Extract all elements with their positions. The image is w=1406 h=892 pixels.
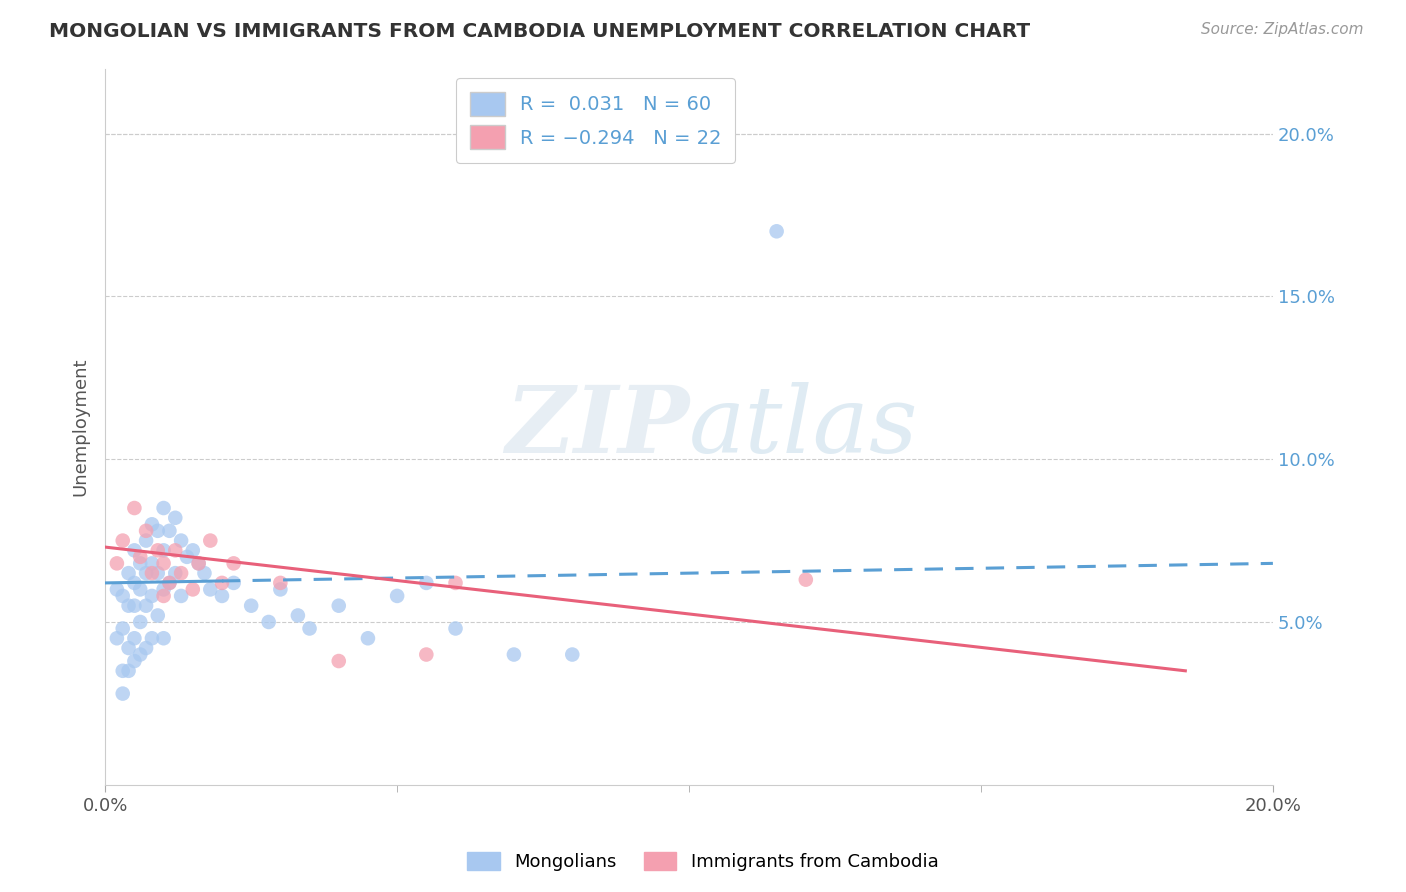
Legend: R =  0.031   N = 60, R = −0.294   N = 22: R = 0.031 N = 60, R = −0.294 N = 22 [456, 78, 735, 162]
Point [111, 622, 134, 636]
Point [415, 648, 437, 662]
Text: ZIP: ZIP [505, 382, 689, 472]
Point [187, 557, 209, 571]
Point [146, 524, 169, 538]
Point [105, 582, 128, 597]
Point [129, 648, 152, 662]
Point [129, 582, 152, 597]
Point [222, 557, 245, 571]
Point [181, 582, 204, 597]
Point [146, 566, 169, 581]
Text: MONGOLIAN VS IMMIGRANTS FROM CAMBODIA UNEMPLOYMENT CORRELATION CHART: MONGOLIAN VS IMMIGRANTS FROM CAMBODIA UN… [49, 22, 1031, 41]
Point [117, 566, 139, 581]
Point [129, 557, 152, 571]
Point [257, 615, 280, 629]
Point [159, 575, 181, 590]
Point [141, 557, 163, 571]
Point [135, 599, 157, 613]
Point [124, 575, 146, 590]
Point [176, 549, 198, 564]
Point [146, 608, 169, 623]
Point [105, 632, 128, 646]
Point [165, 566, 187, 581]
Point [444, 622, 467, 636]
Point [141, 632, 163, 646]
Point [211, 589, 233, 603]
Point [159, 524, 181, 538]
Point [141, 589, 163, 603]
Point [117, 640, 139, 655]
Point [269, 582, 291, 597]
Point [765, 224, 787, 238]
Legend: Mongolians, Immigrants from Cambodia: Mongolians, Immigrants from Cambodia [460, 845, 946, 879]
Point [105, 557, 128, 571]
Point [187, 557, 209, 571]
Point [124, 654, 146, 668]
Point [152, 582, 174, 597]
Point [200, 533, 222, 548]
Point [385, 589, 408, 603]
Point [298, 622, 321, 636]
Point [444, 575, 467, 590]
Point [165, 543, 187, 558]
Point [170, 566, 193, 581]
Point [152, 557, 174, 571]
Point [124, 599, 146, 613]
Point [222, 575, 245, 590]
Point [129, 615, 152, 629]
Point [141, 566, 163, 581]
Point [328, 599, 350, 613]
Point [287, 608, 309, 623]
Point [240, 599, 263, 613]
Point [124, 501, 146, 516]
Point [111, 687, 134, 701]
Point [111, 664, 134, 678]
Point [117, 599, 139, 613]
Point [170, 533, 193, 548]
Text: Source: ZipAtlas.com: Source: ZipAtlas.com [1201, 22, 1364, 37]
Point [181, 543, 204, 558]
Point [794, 573, 817, 587]
Point [328, 654, 350, 668]
Point [170, 589, 193, 603]
Point [135, 524, 157, 538]
Point [135, 533, 157, 548]
Point [503, 648, 526, 662]
Point [124, 543, 146, 558]
Point [152, 589, 174, 603]
Point [146, 543, 169, 558]
Point [129, 549, 152, 564]
Point [152, 501, 174, 516]
Text: atlas: atlas [689, 382, 918, 472]
Point [111, 589, 134, 603]
Y-axis label: Unemployment: Unemployment [72, 358, 89, 496]
Point [152, 632, 174, 646]
Point [141, 517, 163, 532]
Point [269, 575, 291, 590]
Point [111, 533, 134, 548]
Point [211, 575, 233, 590]
Point [159, 575, 181, 590]
Point [135, 640, 157, 655]
Point [561, 648, 583, 662]
Point [152, 543, 174, 558]
Point [415, 575, 437, 590]
Point [135, 566, 157, 581]
Point [117, 664, 139, 678]
Point [357, 632, 380, 646]
Point [165, 510, 187, 524]
Point [193, 566, 215, 581]
Point [200, 582, 222, 597]
Point [124, 632, 146, 646]
